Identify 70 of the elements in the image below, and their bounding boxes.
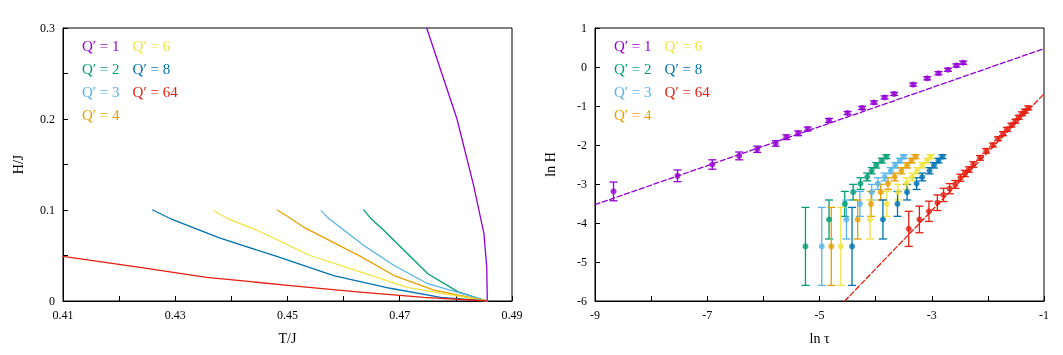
text: Q′ = 2 xyxy=(82,60,120,77)
y-tick-label: -6 xyxy=(576,294,587,308)
point xyxy=(801,243,808,250)
text: Q′ = 8 xyxy=(132,60,171,77)
point xyxy=(866,216,873,223)
point xyxy=(903,189,910,196)
point xyxy=(849,189,856,196)
text: Q′ = 1 xyxy=(613,37,652,54)
point xyxy=(879,216,886,223)
text: Q′ = 3 xyxy=(613,83,652,100)
point xyxy=(915,216,922,223)
line-series xyxy=(426,27,488,302)
point xyxy=(925,208,932,215)
point xyxy=(827,243,834,250)
text: Q′ = 6 xyxy=(132,37,171,54)
point xyxy=(848,243,855,250)
point xyxy=(913,180,920,187)
x-tick-label: 0.45 xyxy=(277,308,298,322)
point xyxy=(867,200,874,207)
x-tick-label: 0.47 xyxy=(389,308,411,322)
y-tick-label: 1 xyxy=(580,21,587,35)
point xyxy=(674,172,680,179)
point xyxy=(877,189,884,196)
text: Q′ = 8 xyxy=(664,60,702,77)
point xyxy=(894,200,901,207)
point xyxy=(933,199,940,206)
text: Q′ = 3 xyxy=(82,83,120,100)
line-series xyxy=(62,255,488,302)
x-axis-title: T/J xyxy=(278,330,297,346)
x-tick-label: 0.49 xyxy=(501,308,523,322)
y-tick-label: -2 xyxy=(576,138,587,152)
x-tick-label: -5 xyxy=(814,308,824,322)
y-axis-title: H/J xyxy=(10,154,26,175)
y-tick-label: 0 xyxy=(580,60,587,74)
point xyxy=(874,180,881,187)
point xyxy=(842,216,849,223)
y-tick-label: -1 xyxy=(576,99,587,113)
x-tick-label: -7 xyxy=(701,308,712,322)
y-tick-label: 0 xyxy=(49,294,55,308)
x-axis-title: ln τ xyxy=(808,330,830,346)
x-tick-label: 0.41 xyxy=(52,308,74,322)
y-tick-label: -5 xyxy=(576,255,587,269)
point xyxy=(841,200,848,207)
text: Q′ = 64 xyxy=(132,83,179,100)
text: Q′ = 1 xyxy=(82,37,120,54)
text: Q′ = 64 xyxy=(664,83,710,100)
point xyxy=(856,180,863,187)
text: Q′ = 2 xyxy=(613,60,652,77)
point xyxy=(610,188,617,195)
y-tick-label: 0.1 xyxy=(40,203,55,217)
y-axis-title: ln H xyxy=(542,152,557,177)
point xyxy=(884,180,891,187)
x-tick-label: -1 xyxy=(1038,308,1049,322)
point xyxy=(856,200,863,207)
y-tick-label: -3 xyxy=(576,177,587,191)
point xyxy=(825,216,832,223)
y-tick-label: 0.2 xyxy=(40,112,55,126)
point xyxy=(837,243,844,250)
y-tick-label: 0.3 xyxy=(40,21,55,35)
text: Q′ = 6 xyxy=(664,37,703,54)
point xyxy=(883,200,890,207)
x-tick-label: -9 xyxy=(589,308,600,322)
point xyxy=(940,191,947,198)
text: Q′ = 4 xyxy=(613,106,652,123)
y-tick-label: -4 xyxy=(576,216,587,230)
x-tick-label: -3 xyxy=(926,308,937,322)
point xyxy=(818,243,825,250)
x-tick-label: 0.43 xyxy=(164,308,186,322)
point xyxy=(905,225,912,232)
text: Q′ = 4 xyxy=(82,106,121,123)
